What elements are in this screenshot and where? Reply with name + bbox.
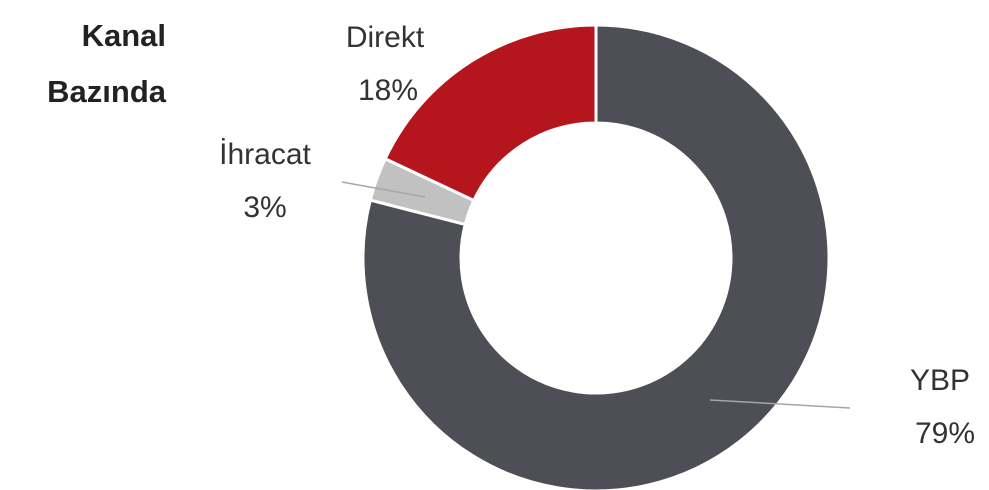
segment-value-label: 3% xyxy=(243,191,286,224)
chart-title: Kanal Bazında xyxy=(47,18,166,109)
segment-value-label: 79% xyxy=(915,417,975,450)
leader-line xyxy=(709,399,851,409)
donut-segment xyxy=(383,23,598,203)
segment-label: Direkt xyxy=(346,21,425,54)
segment-label: İhracat xyxy=(219,138,311,171)
leader-line xyxy=(341,181,426,198)
segment-label: YBP xyxy=(910,364,970,397)
donut-segment xyxy=(361,23,831,490)
segment-value-label: 18% xyxy=(358,74,418,107)
